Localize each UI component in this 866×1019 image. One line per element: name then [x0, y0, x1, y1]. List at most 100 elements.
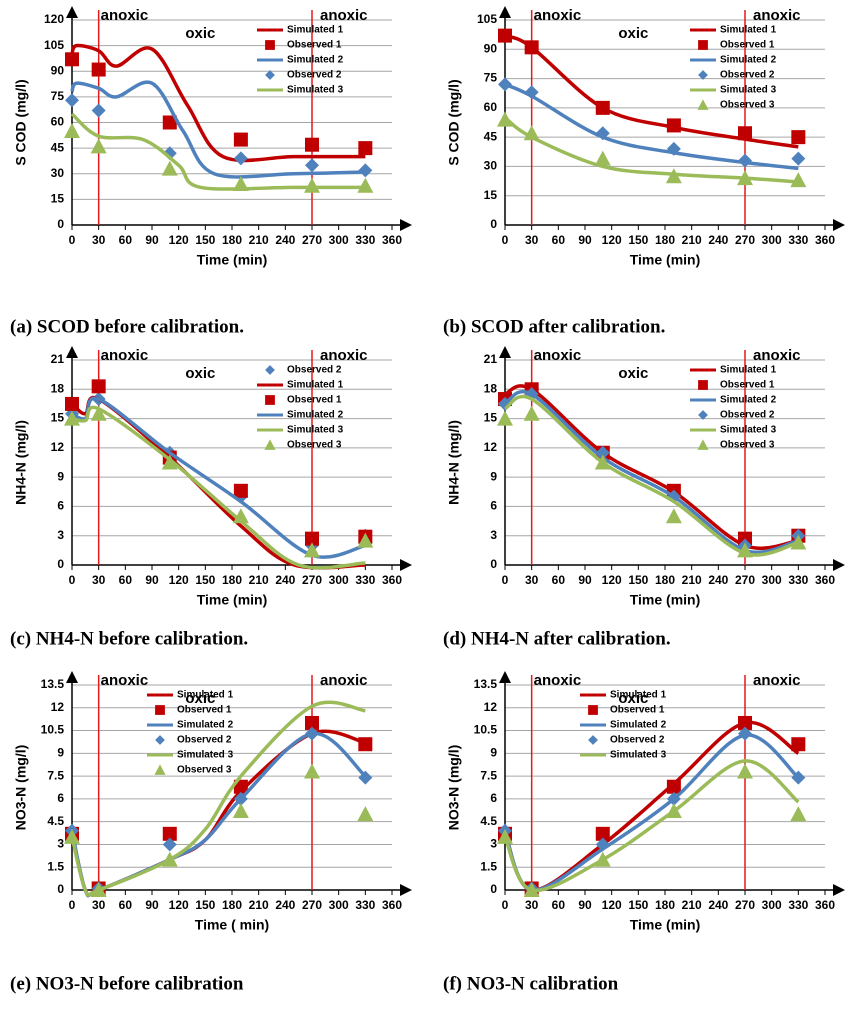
legend-label: Simulated 2 — [720, 55, 777, 66]
marker-triangle — [161, 160, 178, 176]
y-tick-label: 6 — [490, 791, 497, 805]
y-tick-label: 60 — [484, 100, 498, 114]
marker-diamond — [791, 770, 806, 785]
marker-square — [666, 118, 681, 133]
legend-label: Simulated 1 — [177, 690, 234, 701]
phase-label: oxic — [618, 690, 648, 707]
x-tick-label: 270 — [735, 233, 755, 247]
marker-square — [666, 779, 681, 794]
marker-triangle — [357, 177, 374, 193]
y-tick-label: 7.5 — [47, 768, 64, 782]
simulated-line — [70, 80, 366, 179]
legend-label: Simulated 2 — [177, 720, 234, 731]
marker-triangle — [304, 177, 320, 193]
y-axis-arrow — [499, 346, 511, 358]
marker-triangle — [737, 170, 753, 186]
marker-square — [791, 737, 806, 752]
y-tick-label: 1.5 — [47, 859, 64, 873]
marker-triangle — [232, 176, 249, 191]
legend-label: Observed 2 — [610, 735, 665, 746]
marker-diamond — [233, 151, 248, 166]
x-tick-label: 240 — [708, 233, 728, 247]
phase-label: anoxic — [534, 672, 582, 689]
x-tick-label: 360 — [382, 573, 402, 587]
x-tick-label: 60 — [552, 898, 566, 912]
x-tick-label: 0 — [502, 573, 509, 587]
marker-triangle — [497, 111, 513, 127]
caption: (e) NO3-N before calibration — [10, 973, 244, 994]
simulated-line — [70, 700, 366, 897]
y-tick-label: 0 — [490, 882, 497, 896]
x-tick-label: 90 — [145, 233, 159, 247]
y-tick-label: 10.5 — [474, 723, 498, 737]
marker-square — [162, 115, 177, 130]
simulated-line — [70, 395, 366, 570]
y-axis-arrow — [499, 671, 511, 683]
y-axis-arrow — [66, 671, 78, 683]
x-tick-label: 30 — [525, 573, 539, 587]
marker-diamond — [595, 445, 610, 460]
simulated-line — [503, 720, 800, 892]
legend-label: Simulated 2 — [287, 55, 344, 66]
y-tick-label: 30 — [484, 159, 498, 173]
x-tick-label: 90 — [145, 573, 159, 587]
legend-label: Simulated 3 — [287, 425, 344, 436]
x-tick-label: 150 — [628, 233, 648, 247]
marker-diamond — [265, 365, 275, 375]
marker-square — [65, 52, 79, 67]
marker-diamond — [162, 837, 177, 852]
marker-square — [358, 737, 373, 752]
legend-label: Observed 2 — [720, 410, 775, 421]
marker-triangle — [357, 532, 374, 548]
marker-square — [162, 826, 177, 841]
x-tick-label: 120 — [602, 898, 622, 912]
x-tick-label: 300 — [762, 898, 782, 912]
x-tick-label: 240 — [275, 233, 295, 247]
x-tick-label: 180 — [222, 573, 242, 587]
legend-label: Simulated 1 — [287, 380, 344, 391]
x-axis-arrow — [400, 219, 412, 231]
x-axis-title: Time (min) — [197, 592, 268, 608]
marker-triangle — [497, 410, 513, 426]
marker-diamond — [233, 791, 248, 806]
marker-diamond — [305, 726, 319, 741]
x-tick-label: 180 — [655, 233, 675, 247]
marker-diamond — [791, 151, 806, 166]
x-tick-label: 330 — [355, 233, 375, 247]
chart-panel: 0 15 30 45 60 75 90 105 120 0 30 60 90 120 150 180 210 24… — [10, 6, 412, 337]
phase-label: anoxic — [753, 7, 801, 24]
x-tick-label: 300 — [329, 573, 349, 587]
x-tick-label: 180 — [655, 573, 675, 587]
y-tick-label: 9 — [57, 746, 64, 760]
phase-label: anoxic — [320, 347, 368, 364]
x-tick-label: 60 — [552, 233, 566, 247]
marker-triangle — [523, 125, 540, 141]
x-tick-label: 330 — [788, 573, 808, 587]
x-tick-label: 330 — [788, 898, 808, 912]
y-tick-label: 75 — [51, 89, 65, 103]
x-axis-title: Time (min) — [630, 252, 701, 268]
marker-square — [265, 395, 275, 405]
x-tick-label: 60 — [119, 898, 133, 912]
chart-panel: 0 15 30 45 60 75 90 105 0 30 60 90 120 150 180 210 240 27… — [443, 6, 845, 337]
x-tick-label: 360 — [815, 898, 835, 912]
phase-label: anoxic — [320, 672, 368, 689]
marker-triangle — [594, 851, 611, 867]
y-tick-label: 1.5 — [480, 859, 497, 873]
marker-square — [233, 779, 248, 794]
x-tick-label: 360 — [382, 233, 402, 247]
marker-square — [233, 483, 248, 498]
x-tick-label: 360 — [382, 898, 402, 912]
legend-label: Simulated 1 — [287, 25, 344, 36]
y-tick-label: 60 — [51, 115, 65, 129]
y-axis-title: S COD (mg/l) — [13, 79, 29, 165]
legend-label: Observed 2 — [720, 70, 775, 81]
y-tick-label: 12 — [484, 440, 498, 454]
legend-label: Observed 1 — [287, 395, 342, 406]
y-tick-label: 12 — [51, 700, 65, 714]
legend-label: Observed 3 — [720, 440, 775, 451]
marker-triangle — [594, 454, 611, 470]
x-tick-label: 150 — [195, 233, 215, 247]
x-tick-label: 90 — [578, 898, 592, 912]
